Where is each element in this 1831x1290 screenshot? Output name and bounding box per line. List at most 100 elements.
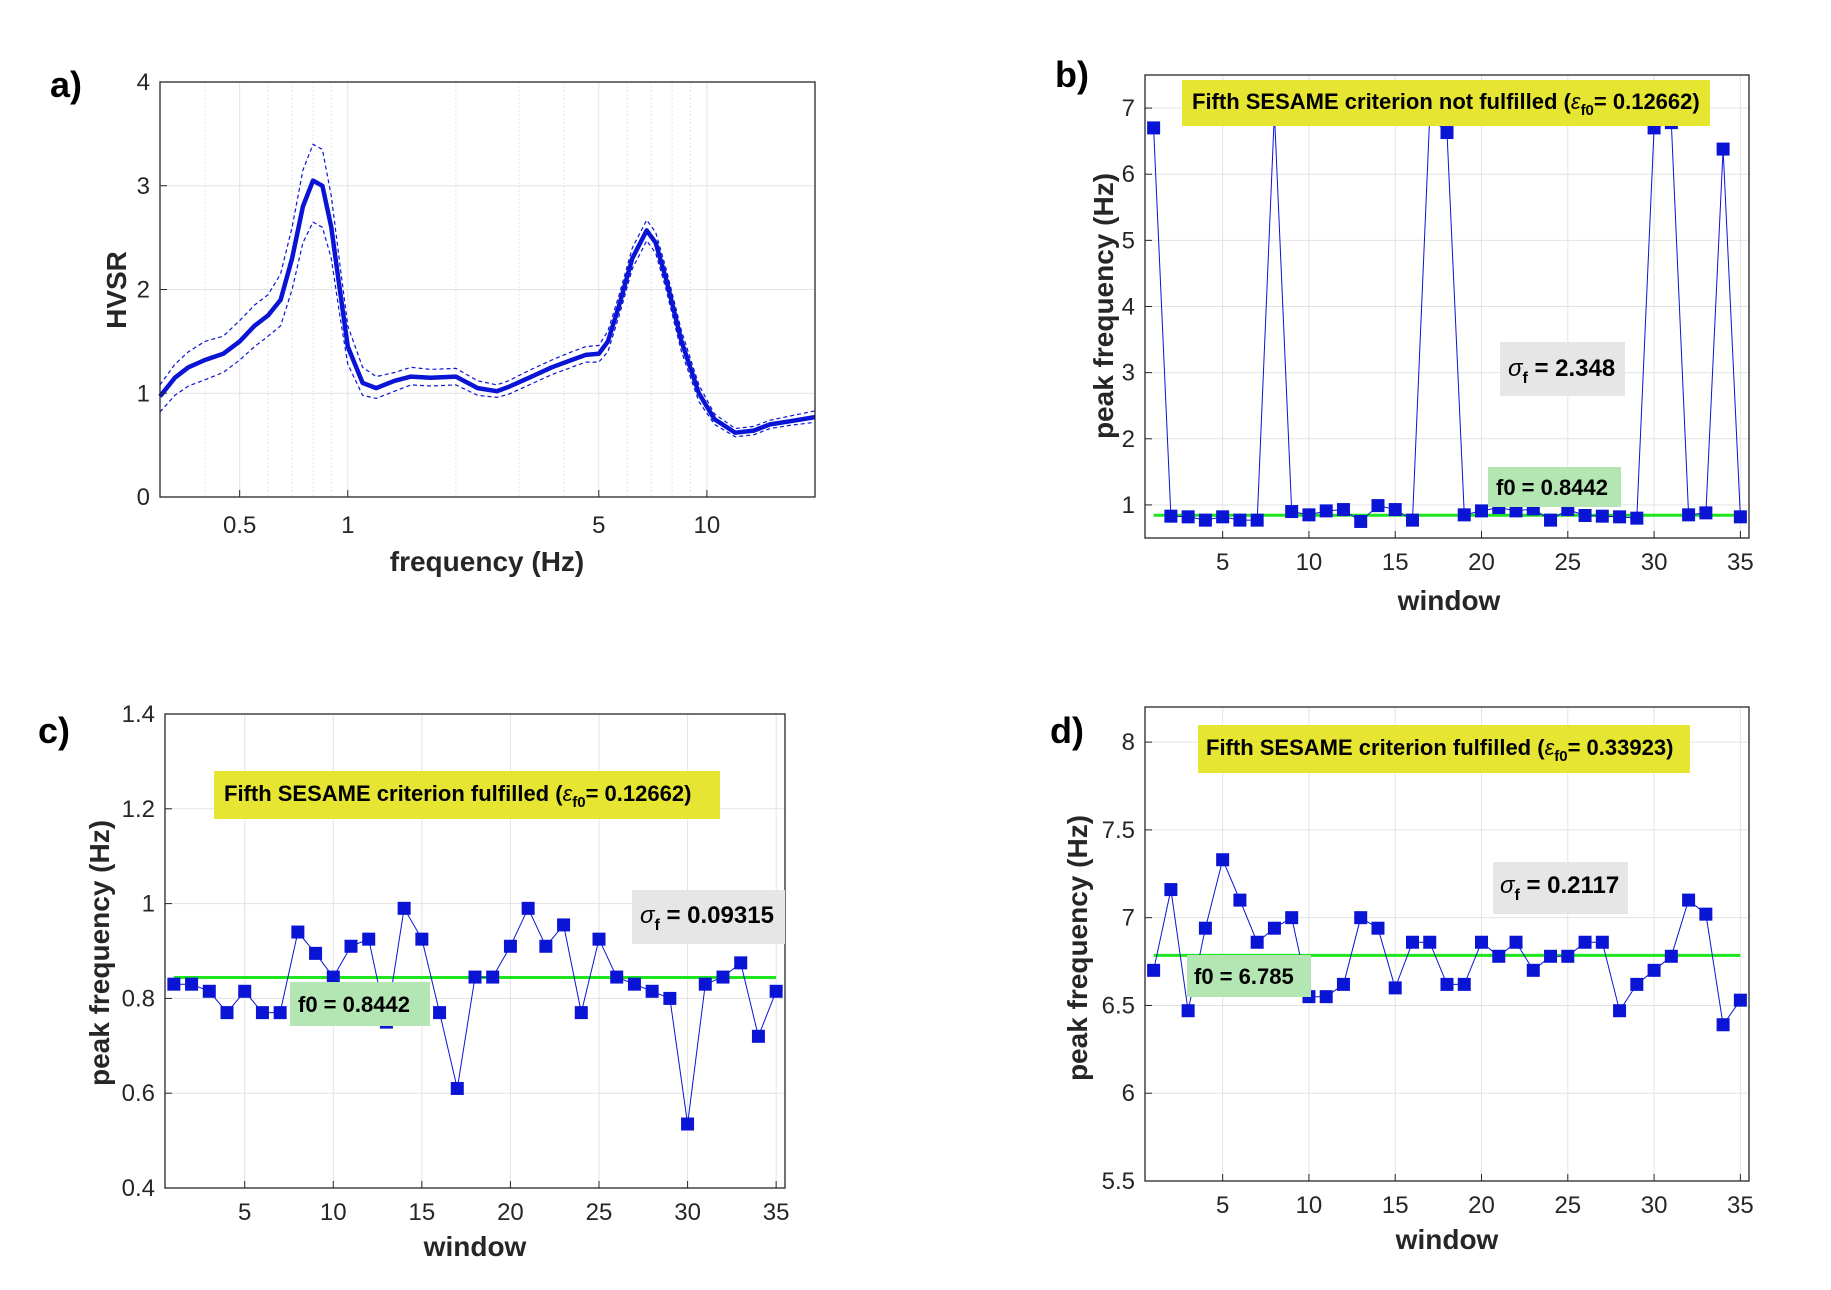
data-point [698,977,712,991]
data-point [1302,508,1316,522]
data-point [1595,509,1609,523]
panel-label-b: b) [1055,54,1089,95]
data-point [1613,1004,1627,1018]
data-point [1371,499,1385,513]
y-tick-label: 0.6 [122,1080,155,1107]
data-point [255,1006,269,1020]
f0-box [1488,467,1621,507]
data-point [1336,503,1350,517]
data-point [468,970,482,984]
x-axis-label: window [1395,1224,1499,1255]
hvsr-curves [158,143,816,438]
x-tick-label: 25 [1554,549,1581,576]
data-point [1405,935,1419,949]
x-tick-label: 35 [1727,1192,1754,1219]
data-point [362,932,376,946]
data-point [450,1081,464,1095]
y-tick-label: 4 [1122,294,1135,321]
data-point [1457,977,1471,991]
x-tick-label: 20 [497,1199,524,1226]
x-tick-label: 5 [1216,549,1229,576]
x-tick-label: 15 [409,1199,436,1226]
data-point [1682,508,1696,522]
sigma-box [632,890,785,944]
criterion-text: Fifth SESAME criterion not fulfilled (εf… [1192,89,1700,119]
data-point [1198,513,1212,527]
x-tick-label: 10 [1296,549,1323,576]
data-point [610,970,624,984]
y-axis-label: peak frequency (Hz) [84,820,115,1086]
window-series [1147,853,1747,1032]
data-point [1716,1018,1730,1032]
plot-frame [1144,706,1750,1182]
y-tick-label: 4 [137,69,150,96]
x-tick-label: 20 [1468,1192,1495,1219]
data-point [486,970,500,984]
sigma-text: σf = 2.348 [1508,355,1615,387]
window-series [167,901,783,1131]
f0-label: f0 = 0.8442 [298,992,410,1017]
sigma-text: σf = 0.09315 [640,902,774,934]
data-point [769,984,783,998]
y-tick-label: 1.2 [122,796,155,823]
data-point [1164,509,1178,523]
data-point [1233,893,1247,907]
panel-d-peak-frequency: d) 5 10 15 20 25 30 35 5.5 6 6.5 7 7.5 8 window peak… [1050,706,1754,1255]
data-point [1457,508,1471,522]
window-series [1147,106,1747,528]
data-point [1647,963,1661,977]
data-point [273,1006,287,1020]
y-axis-label: peak frequency (Hz) [1062,815,1093,1081]
y-tick-label: 6 [1122,1080,1135,1107]
data-point [1285,911,1299,925]
data-point [1475,935,1489,949]
x-axis-label: window [423,1231,527,1262]
y-tick-label: 0.8 [122,985,155,1012]
x-tick-label: 20 [1468,549,1495,576]
data-point [539,939,553,953]
data-point [1164,883,1178,897]
f0-label: f0 = 0.8442 [1496,475,1608,500]
data-point [202,984,216,998]
data-point [1319,504,1333,518]
y-tick-label: 6.5 [1102,992,1135,1019]
data-point [238,984,252,998]
y-tick-label: 6 [1122,161,1135,188]
data-point [1267,921,1281,935]
x-tick-label: 10 [320,1199,347,1226]
data-point [1595,935,1609,949]
data-point [592,932,606,946]
data-point [1699,506,1713,520]
data-point [1526,963,1540,977]
data-point [503,939,517,953]
data-point [1388,981,1402,995]
series-line-upper [159,143,816,430]
y-tick-label: 7.5 [1102,817,1135,844]
data-point [627,977,641,991]
y-axis-label: peak frequency (Hz) [1088,173,1119,439]
x-tick-label: 15 [1382,549,1409,576]
data-point [1578,509,1592,523]
y-tick-label: 1 [137,380,150,407]
tick-labels: 0.5 1 5 10 0 1 2 3 4 [137,69,721,539]
y-tick-label: 7 [1122,95,1135,122]
data-point [1233,513,1247,527]
x-tick-label: 25 [586,1199,613,1226]
y-tick-label: 1 [142,891,155,918]
data-point [326,970,340,984]
data-point [1578,935,1592,949]
series-line-mean [158,178,816,435]
y-tick-label: 1.4 [122,701,155,728]
data-point [645,984,659,998]
series-line-lower [159,221,816,438]
y-axis-label: HVSR [101,251,132,329]
y-tick-label: 7 [1122,905,1135,932]
x-tick-label: 1 [341,512,354,539]
data-point [1561,949,1575,963]
x-tick-label: 35 [763,1199,790,1226]
data-point [1147,121,1161,135]
panel-label-c: c) [38,710,70,751]
x-tick-label: 10 [694,512,721,539]
y-tick-label: 0 [137,484,150,511]
